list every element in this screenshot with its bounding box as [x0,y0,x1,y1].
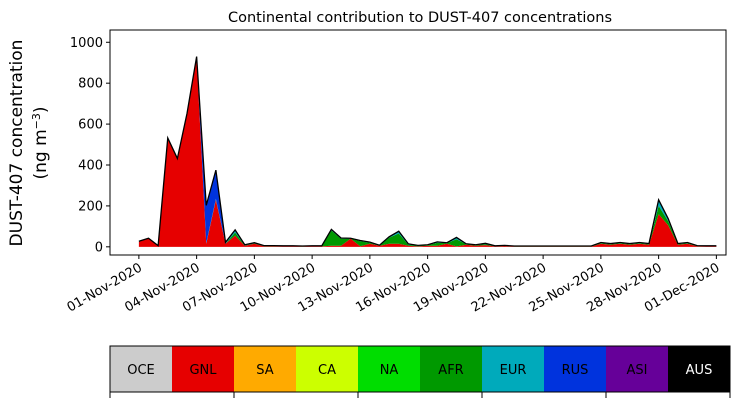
y-axis-label-unit-prefix: (ng m [31,129,51,179]
total-outline-line [138,56,717,247]
y-axis-label-line1: DUST-407 concentration [7,40,27,247]
legend-label-sa: SA [256,363,273,378]
y-tick-label: 1000 [70,36,103,51]
total-outline-group [138,56,717,247]
area-series-ca [138,58,717,247]
plot-frame [109,29,727,256]
area-series-rus [138,56,717,247]
legend-label-afr: AFR [438,363,463,378]
legend-swatch-afr [420,346,482,392]
legend-swatch-asi [606,346,668,392]
x-axis: 01-Nov-202004-Nov-202007-Nov-202010-Nov-… [65,255,722,316]
legend-swatch-aus [668,346,730,392]
legend-label-aus: AUS [686,363,713,378]
legend-label-oce: OCE [127,363,155,378]
legend-swatch-gnl [172,346,234,392]
legend-swatch-ca [296,346,358,392]
area-series-afr [138,58,717,247]
legend-label-asi: ASI [627,363,648,378]
legend-swatch-eur [482,346,544,392]
legend-swatch-sa [234,346,296,392]
y-axis-label-unit-suffix: ) [31,106,51,113]
legend-swatch-rus [544,346,606,392]
y-axis: 0 200 400 600 800 1000 [70,36,110,255]
legend-swatch-oce [110,346,172,392]
area-series-asi [138,56,717,246]
y-tick-label: 600 [78,118,103,133]
area-series-na [138,58,717,247]
y-tick-label: 0 [95,240,103,255]
area-series-aus [138,56,717,246]
legend-label-gnl: GNL [189,363,217,378]
legend-label-rus: RUS [562,363,589,378]
y-axis-label-unit-exponent: −3 [30,113,43,129]
area-series-eur [138,57,717,247]
y-axis-label-line2: (ng m−3) [30,106,51,179]
y-tick-label: 400 [78,159,103,174]
area-series-sa [138,58,717,247]
y-tick-label: 800 [78,77,103,92]
area-series-gnl [138,58,717,247]
chart-title: Continental contribution to DUST-407 con… [228,10,612,26]
legend-label-ca: CA [318,363,336,378]
legend-swatch-na [358,346,420,392]
legend-label-eur: EUR [500,363,527,378]
legend-label-na: NA [380,363,399,378]
y-tick-label: 200 [78,199,103,214]
legend-frame [109,345,731,393]
legend: OCE GNL SA CA NA AFR EUR RUS ASI AUS [109,345,731,398]
area-series-group [138,56,717,247]
